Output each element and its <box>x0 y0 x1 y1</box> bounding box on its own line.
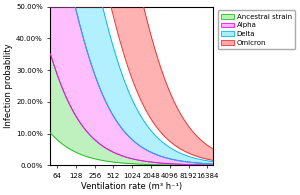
Y-axis label: Infection probability: Infection probability <box>4 44 13 128</box>
Legend: Ancestral strain, Alpha, Delta, Omicron: Ancestral strain, Alpha, Delta, Omicron <box>218 10 295 49</box>
X-axis label: Ventilation rate (m³ h⁻¹): Ventilation rate (m³ h⁻¹) <box>81 182 182 191</box>
